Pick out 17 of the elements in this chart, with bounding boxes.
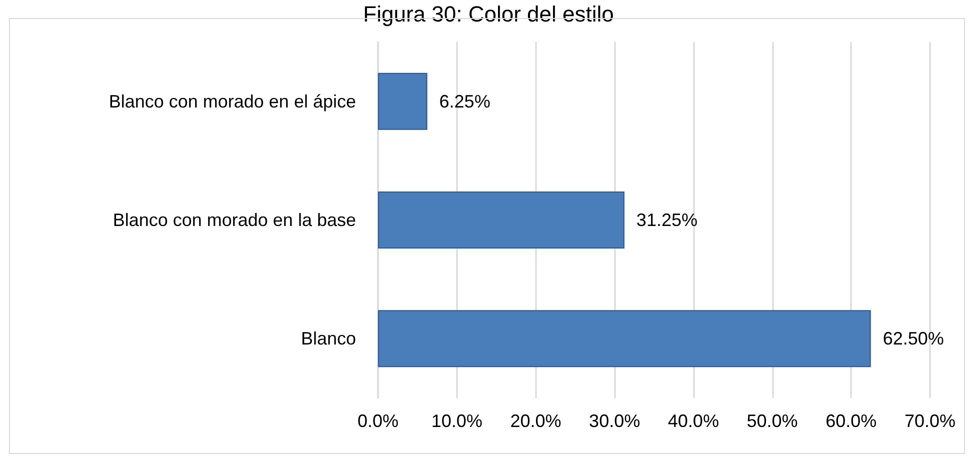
bar — [378, 310, 871, 368]
x-tick-label: 20.0% — [510, 411, 562, 431]
data-label: 62.50% — [882, 328, 944, 349]
y-tick-label: Blanco con morado en la base — [112, 210, 356, 230]
y-tick-label: Blanco con morado en el ápice — [108, 91, 356, 112]
x-tick-label: 70.0% — [904, 411, 956, 431]
bar — [378, 72, 428, 130]
x-tick-label: 0.0% — [357, 411, 399, 431]
x-tick-label: 10.0% — [431, 411, 482, 431]
x-tick-label: 40.0% — [668, 411, 719, 431]
data-label: 6.25% — [439, 91, 490, 112]
y-tick-label: Blanco — [300, 328, 356, 349]
x-tick-label: 60.0% — [826, 411, 877, 431]
x-tick-label: 50.0% — [746, 411, 798, 431]
data-label: 31.25% — [636, 210, 698, 230]
bar — [378, 192, 624, 248]
x-tick-label: 30.0% — [589, 411, 640, 431]
